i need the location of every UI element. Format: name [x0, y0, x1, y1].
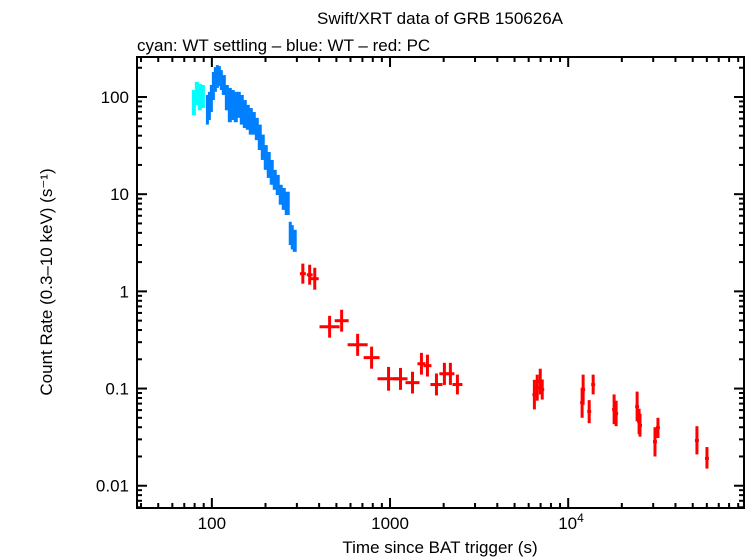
pc-point: [423, 354, 432, 377]
pc-point: [581, 374, 586, 405]
wt-point: [230, 90, 235, 120]
x-axis-label: Time since BAT trigger (s): [342, 538, 537, 557]
pc-point: [306, 264, 313, 285]
pc-point: [299, 263, 306, 284]
pc-point: [587, 400, 592, 424]
wt-point: [288, 221, 292, 245]
wt-point: [217, 66, 221, 86]
pc-point: [405, 371, 420, 394]
wt-point: [248, 108, 253, 135]
pc-point: [310, 267, 319, 290]
axes: 100 1000 104 0.01 0.1 1 10 100: [96, 57, 744, 533]
wt-point: [263, 145, 268, 170]
pc-point: [638, 413, 643, 437]
wt-point: [205, 94, 209, 125]
wt-point: [275, 174, 280, 196]
wt-point: [290, 225, 294, 250]
pc-point: [535, 374, 540, 401]
wt-point: [221, 75, 226, 95]
x-tick-label-exponent: 4: [577, 511, 584, 525]
pc-point: [694, 426, 699, 455]
wt-point: [213, 67, 217, 92]
data-marks: [191, 65, 709, 469]
pc-point: [655, 417, 660, 438]
wt-point: [224, 84, 229, 111]
wt-point: [254, 117, 259, 141]
y-axis-label: Count Rate (0.3–10 keV) (s⁻¹): [37, 168, 56, 395]
chart-subtitle: cyan: WT settling – blue: WT – red: PC: [137, 36, 430, 55]
pc-point: [652, 427, 657, 457]
pc-point: [614, 400, 619, 427]
wt-point: [209, 84, 213, 113]
y-tick-label: 1: [120, 282, 129, 301]
pc-point: [452, 374, 463, 395]
pc-point: [591, 374, 596, 395]
chart-title: Swift/XRT data of GRB 150626A: [317, 9, 564, 28]
wt-point: [257, 124, 262, 150]
wt-point: [242, 100, 247, 128]
y-tick-label: 100: [101, 88, 129, 107]
wt-point: [251, 112, 256, 135]
x-tick-label: 100: [198, 514, 226, 533]
pc-point: [635, 391, 640, 422]
pc-point: [347, 333, 368, 356]
wt-point: [278, 184, 283, 205]
wt-point: [260, 134, 265, 160]
wt-point: [284, 191, 290, 216]
pc-point: [540, 379, 545, 400]
pc-point: [446, 362, 455, 385]
pc-point: [417, 352, 426, 375]
pc-point: [704, 447, 709, 469]
wt-point: [272, 169, 277, 190]
wt-point: [233, 91, 238, 123]
wt-point: [207, 91, 211, 120]
wt-point: [215, 65, 219, 88]
wt-point: [236, 91, 241, 118]
x-tick-label: 104: [558, 511, 584, 533]
pc-point: [363, 346, 380, 369]
plot-frame: [136, 56, 745, 509]
wt-point: [281, 187, 286, 210]
y-tick-label: 0.1: [105, 380, 129, 399]
wt-settling-point: [191, 90, 196, 116]
wt-point: [219, 70, 223, 91]
wt-point: [269, 159, 274, 185]
pc-point: [393, 367, 408, 390]
pc-point: [334, 309, 349, 332]
wt-point: [292, 229, 297, 252]
x-tick-label: 1000: [371, 514, 409, 533]
wt-point: [227, 87, 232, 123]
wt-settling-point: [197, 84, 202, 111]
wt-settling-point: [200, 84, 205, 109]
pc-point: [430, 373, 443, 396]
wt-point: [245, 104, 250, 130]
wt-point: [239, 94, 244, 125]
wt-point: [266, 151, 271, 178]
wt-point: [211, 71, 215, 101]
y-tick-label: 0.01: [96, 477, 129, 496]
y-tick-label: 10: [110, 185, 129, 204]
wt-settling-point: [194, 81, 199, 105]
pc-point: [319, 315, 340, 338]
